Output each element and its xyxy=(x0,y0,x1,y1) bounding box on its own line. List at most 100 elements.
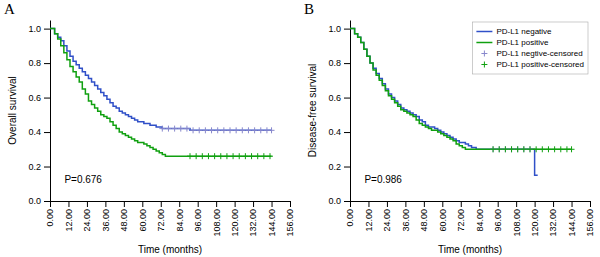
censor-mark xyxy=(215,127,221,133)
x-axis: 0.0012.0024.0036.0048.0060.0072.0084.009… xyxy=(345,201,595,237)
y-tick-mark xyxy=(344,29,350,30)
censor-mark xyxy=(527,146,533,152)
censor-mark xyxy=(515,146,521,152)
x-tick-label: 36.00 xyxy=(401,209,411,232)
y-tick-label: 0.8 xyxy=(328,58,341,68)
x-tick-label: 48.00 xyxy=(419,209,429,232)
x-tick-label: 12.00 xyxy=(64,209,74,232)
x-tick-mark xyxy=(479,201,480,207)
y-tick: 0.6 xyxy=(328,93,350,103)
x-tick-mark xyxy=(161,201,162,207)
x-tick-label: 120.00 xyxy=(230,209,240,237)
censor-mark xyxy=(242,153,248,159)
x-tick-mark xyxy=(461,201,462,207)
x-tick-mark xyxy=(405,201,406,207)
y-axis-line xyxy=(350,21,351,202)
legend-swatch xyxy=(481,51,487,57)
x-tick-mark xyxy=(442,201,443,207)
censor-mark xyxy=(190,127,196,133)
x-tick: 72.00 xyxy=(156,201,166,232)
censor-mark xyxy=(221,127,227,133)
panel: 0.0012.0024.0036.0048.0060.0072.0084.009… xyxy=(304,1,595,255)
x-tick: 60.00 xyxy=(138,201,148,232)
censor-mark xyxy=(533,146,539,152)
y-tick: 0.0 xyxy=(28,196,50,206)
x-tick: 0.00 xyxy=(45,201,55,227)
censor-mark xyxy=(236,153,242,159)
x-tick-mark xyxy=(124,201,125,207)
y-tick: 0.0 xyxy=(328,196,350,206)
legend-swatch xyxy=(481,62,487,68)
panel-label: A xyxy=(4,1,15,17)
y-tick: 0.8 xyxy=(328,58,350,68)
y-axis-title: Disease-free survival xyxy=(307,64,318,157)
x-tick-label: 84.00 xyxy=(475,209,485,232)
y-tick-mark xyxy=(344,167,350,168)
y-axis: 0.00.20.40.60.81.0 xyxy=(28,21,50,207)
x-axis-title: Time (months) xyxy=(438,244,502,255)
x-tick: 132.00 xyxy=(248,201,258,237)
legend-swatch xyxy=(476,42,492,44)
x-tick: 108.00 xyxy=(512,201,522,237)
y-tick-mark xyxy=(44,201,50,202)
x-tick: 156.00 xyxy=(585,201,595,237)
censor-mark xyxy=(255,153,261,159)
x-tick: 36.00 xyxy=(401,201,411,232)
annotation: P=0.986 xyxy=(364,174,402,185)
x-tick: 12.00 xyxy=(364,201,374,232)
censor-mark xyxy=(569,146,575,152)
censor-mark xyxy=(230,153,236,159)
x-tick-mark xyxy=(142,201,143,207)
x-axis-line xyxy=(51,201,291,202)
x-tick: 48.00 xyxy=(119,201,129,232)
censor-mark xyxy=(252,127,258,133)
censor-mark xyxy=(558,146,564,152)
y-tick-mark xyxy=(344,201,350,202)
censor-mark xyxy=(502,146,508,152)
x-tick-label: 96.00 xyxy=(193,209,203,232)
censor-mark xyxy=(269,127,275,133)
censor-mark xyxy=(199,153,205,159)
x-tick-mark xyxy=(253,201,254,207)
censor-mark xyxy=(205,153,211,159)
x-tick-mark xyxy=(535,201,536,207)
x-tick-mark xyxy=(179,201,180,207)
censor-mark xyxy=(209,127,215,133)
x-axis-line xyxy=(351,201,591,202)
y-tick-label: 0.2 xyxy=(28,162,41,172)
censor-mark xyxy=(502,146,508,152)
censor-mark xyxy=(249,153,255,159)
x-tick-label: 132.00 xyxy=(548,209,558,237)
y-tick-label: 0.2 xyxy=(328,162,341,172)
y-tick: 0.2 xyxy=(328,162,350,172)
censor-mark xyxy=(258,127,264,133)
x-tick-label: 12.00 xyxy=(364,209,374,232)
x-tick-mark xyxy=(216,201,217,207)
legend-entry: PD-L1 negative xyxy=(496,27,552,36)
x-tick-label: 96.00 xyxy=(493,209,503,232)
x-tick-mark xyxy=(235,201,236,207)
x-tick-label: 60.00 xyxy=(438,209,448,232)
x-tick: 120.00 xyxy=(530,201,540,237)
y-tick-mark xyxy=(44,63,50,64)
x-tick: 120.00 xyxy=(230,201,240,237)
y-tick: 0.4 xyxy=(328,127,350,137)
y-tick-label: 0.6 xyxy=(328,93,341,103)
y-tick-label: 0.4 xyxy=(328,127,341,137)
censor-mark xyxy=(496,146,502,152)
censor-mark xyxy=(552,146,558,152)
censor-mark xyxy=(490,146,496,152)
censor-mark xyxy=(187,153,193,159)
x-tick-label: 72.00 xyxy=(156,209,166,232)
x-tick: 144.00 xyxy=(567,201,577,237)
y-tick-label: 0.6 xyxy=(28,93,41,103)
x-tick-label: 144.00 xyxy=(567,209,577,237)
x-tick-mark xyxy=(387,201,388,207)
x-tick: 48.00 xyxy=(419,201,429,232)
x-tick-label: 0.00 xyxy=(45,209,55,227)
x-tick: 132.00 xyxy=(548,201,558,237)
x-tick: 72.00 xyxy=(456,201,466,232)
censor-mark xyxy=(196,127,202,133)
y-tick-mark xyxy=(344,98,350,99)
plot-area xyxy=(50,29,275,160)
